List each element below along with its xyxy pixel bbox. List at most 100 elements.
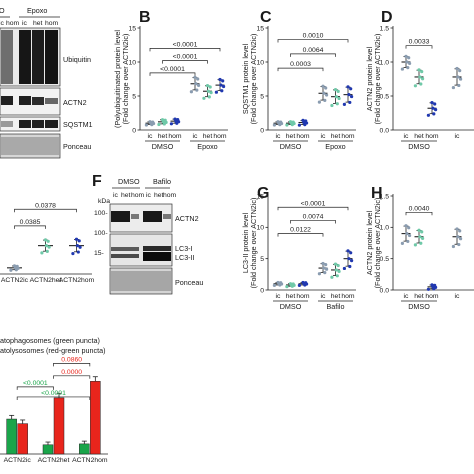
significance-bracket xyxy=(149,72,196,76)
significance-bracket xyxy=(405,45,433,49)
data-point xyxy=(197,83,201,87)
data-point xyxy=(193,75,197,79)
blot-a-actn2-label: ACTN2 xyxy=(63,98,87,107)
significance-bracket xyxy=(53,375,91,379)
blot-f-lane-label: hom xyxy=(131,192,145,199)
blot-a-sqstm1-band xyxy=(19,120,31,128)
data-point xyxy=(157,122,161,127)
panel-h-chart: H 0.0 0.5 1.0 1.5 ACTN2 protein level (Fold ch… xyxy=(365,185,474,311)
y-tick-label: 5 xyxy=(260,256,264,263)
p-value-label: <0.0001 xyxy=(301,200,326,207)
p-value-label: <0.0001 xyxy=(23,380,48,387)
data-point xyxy=(434,108,438,112)
p-value-label: 0.0000 xyxy=(61,369,82,376)
panel-c-label: C xyxy=(260,9,272,26)
data-point xyxy=(46,239,50,243)
blot-a-lane-label: ic xyxy=(22,20,28,27)
blot-a-ponceau-label: Ponceau xyxy=(63,142,91,151)
y-tick-label: 1.5 xyxy=(380,25,390,32)
data-point xyxy=(408,61,412,66)
x-tick-label: ACTN2het xyxy=(38,457,70,464)
blot-f-mw-marker: 100- xyxy=(94,210,108,217)
y-tick-label: 1.5 xyxy=(380,193,390,200)
data-point xyxy=(288,120,293,124)
data-point xyxy=(336,263,340,268)
x-tick-label: het xyxy=(331,133,341,140)
x-tick-label: ACTN2het xyxy=(30,277,62,284)
blot-a-sqstm1-band xyxy=(45,120,58,128)
x-tick-label: ic xyxy=(148,133,154,140)
data-point xyxy=(458,68,462,73)
x-tick-label: ic xyxy=(404,293,410,300)
data-point xyxy=(208,85,212,89)
blot-a-sqstm1-band xyxy=(1,121,13,127)
data-point xyxy=(342,102,346,106)
blot-a-lane-label: hom xyxy=(6,20,20,27)
p-value-label: <0.0001 xyxy=(173,41,198,48)
data-point xyxy=(330,103,334,108)
panel-d-chart: D 0.0 0.5 1.0 1.5 ACTN2 protein level (Fold ch… xyxy=(365,9,474,151)
data-point xyxy=(451,244,455,249)
data-point xyxy=(342,266,346,271)
data-point xyxy=(148,120,152,124)
blot-f-lc3-i-band xyxy=(143,246,171,251)
blot-f-actn2-band xyxy=(163,214,171,219)
blot-f-lane-label: het xyxy=(121,192,131,199)
data-point xyxy=(324,263,328,267)
blot-a-ponceau-stain xyxy=(1,137,59,155)
data-point xyxy=(350,94,354,99)
group-label: DMSO xyxy=(280,142,302,151)
data-point xyxy=(431,106,435,110)
data-point xyxy=(324,86,328,90)
y-axis-label: (Fold change over ACTN2ic) xyxy=(249,198,258,289)
data-point xyxy=(322,91,326,95)
x-tick-label: ACTN2hom xyxy=(59,277,95,284)
data-point xyxy=(430,283,434,287)
data-point xyxy=(348,100,352,105)
significance-bracket xyxy=(277,39,349,43)
data-point xyxy=(418,235,422,239)
y-tick-label: 0 xyxy=(132,127,136,134)
data-point xyxy=(419,82,423,86)
data-point xyxy=(405,232,409,236)
p-value-label: 0.0033 xyxy=(409,39,430,46)
y-tick-label: 5 xyxy=(132,93,136,100)
x-tick-label: het xyxy=(414,293,424,300)
bar xyxy=(79,443,90,455)
blot-f-header-dmso: DMSO xyxy=(118,177,140,186)
data-point xyxy=(221,79,225,83)
y-axis-label: (Polyubiquitinated protein level xyxy=(113,30,122,128)
data-point xyxy=(407,56,411,60)
y-axis-label: ACTN2 protein level xyxy=(365,46,374,111)
panel-c-chart: C 0 5 10 15 SQSTM1 protein level (Fold change … xyxy=(241,9,356,151)
data-point xyxy=(169,122,173,126)
data-point xyxy=(400,241,404,245)
data-point xyxy=(12,264,17,268)
data-point xyxy=(404,54,408,58)
blot-f-mw-marker: 100- xyxy=(94,230,108,237)
data-point xyxy=(44,244,49,248)
data-point xyxy=(74,237,79,241)
data-point xyxy=(322,266,326,270)
y-tick-label: 0 xyxy=(260,287,264,294)
significance-bracket xyxy=(53,363,91,367)
x-tick-label: het xyxy=(286,133,296,140)
x-tick-label: hom xyxy=(341,133,355,140)
x-tick-label: hom xyxy=(341,293,355,300)
group-label: DMSO xyxy=(408,302,430,311)
data-point xyxy=(321,261,325,266)
data-point xyxy=(317,272,321,276)
data-point xyxy=(323,98,327,102)
p-value-label: 0.0860 xyxy=(61,356,82,363)
data-point xyxy=(335,102,339,106)
panel-a-blot: O Epoxo ic hom ic het hom Ubiquitin ACTN… xyxy=(0,6,93,159)
y-axis-label: (Fold change over ACTN2ic) xyxy=(373,34,382,125)
data-point xyxy=(78,245,82,249)
blot-f-lc3-i-band xyxy=(111,247,139,251)
panel-i-chart: ACTN2ic ACTN2het ACTN2hom 0.0860 0.0000 <0.00… xyxy=(0,356,108,464)
data-point xyxy=(347,257,351,261)
data-point xyxy=(406,239,410,244)
data-point xyxy=(71,252,75,256)
data-point xyxy=(413,243,417,247)
